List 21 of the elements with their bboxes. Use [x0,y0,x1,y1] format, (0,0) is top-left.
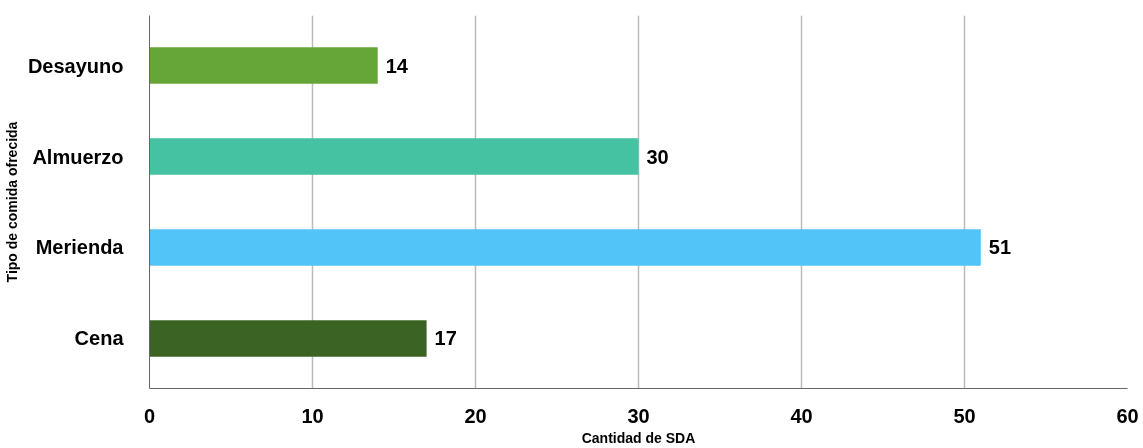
data-label: 14 [385,54,409,77]
data-label: 51 [988,236,1012,259]
y-tick-label: Almuerzo [32,145,124,168]
data-label: 30 [646,145,669,168]
x-axis-title: Cantidad de SDA [581,429,696,446]
bar [149,320,427,357]
x-tick-label: 20 [464,404,487,427]
x-tick-label: 0 [143,404,156,427]
y-tick-label: Merienda [35,236,125,259]
data-label: 17 [434,327,457,350]
x-tick-label: 10 [301,404,324,427]
bar [149,47,378,84]
x-tick-label: 50 [953,404,976,427]
y-axis-title: Tipo de comida ofrecida [3,121,20,283]
x-tick-label: 30 [627,404,650,427]
y-tick-label: Cena [74,327,125,350]
y-tick-label: Desayuno [27,54,124,77]
bar [149,229,981,266]
x-tick-label: 40 [790,404,813,427]
x-tick-label: 60 [1116,404,1139,427]
bar [149,138,639,175]
